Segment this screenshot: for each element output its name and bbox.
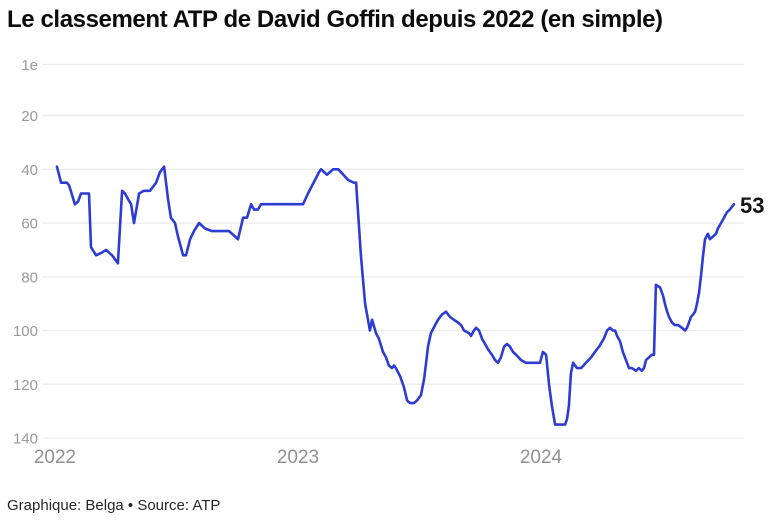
y-tick-label-120: 120 [13,377,38,394]
y-tick-label-20: 20 [21,108,38,125]
y-tick-label-140: 140 [13,431,38,448]
y-tick-label-100: 100 [13,323,38,340]
current-rank-label: 53 [740,193,764,218]
y-tick-label-40: 40 [21,162,38,179]
x-tick-label-2023: 2023 [277,447,319,468]
grid-layer [42,63,744,439]
atp-ranking-line [55,165,736,426]
y-tick-label-60: 60 [21,216,38,233]
source-credit: Graphique: Belga • Source: ATP [7,497,221,514]
y-tick-label-1e: 1e [21,57,38,74]
series-layer [55,165,736,426]
x-tick-label-2022: 2022 [34,447,76,468]
chart-title: Le classement ATP de David Goffin depuis… [7,6,663,33]
y-tick-label-80: 80 [21,269,38,286]
x-tick-label-2024: 2024 [520,447,563,468]
